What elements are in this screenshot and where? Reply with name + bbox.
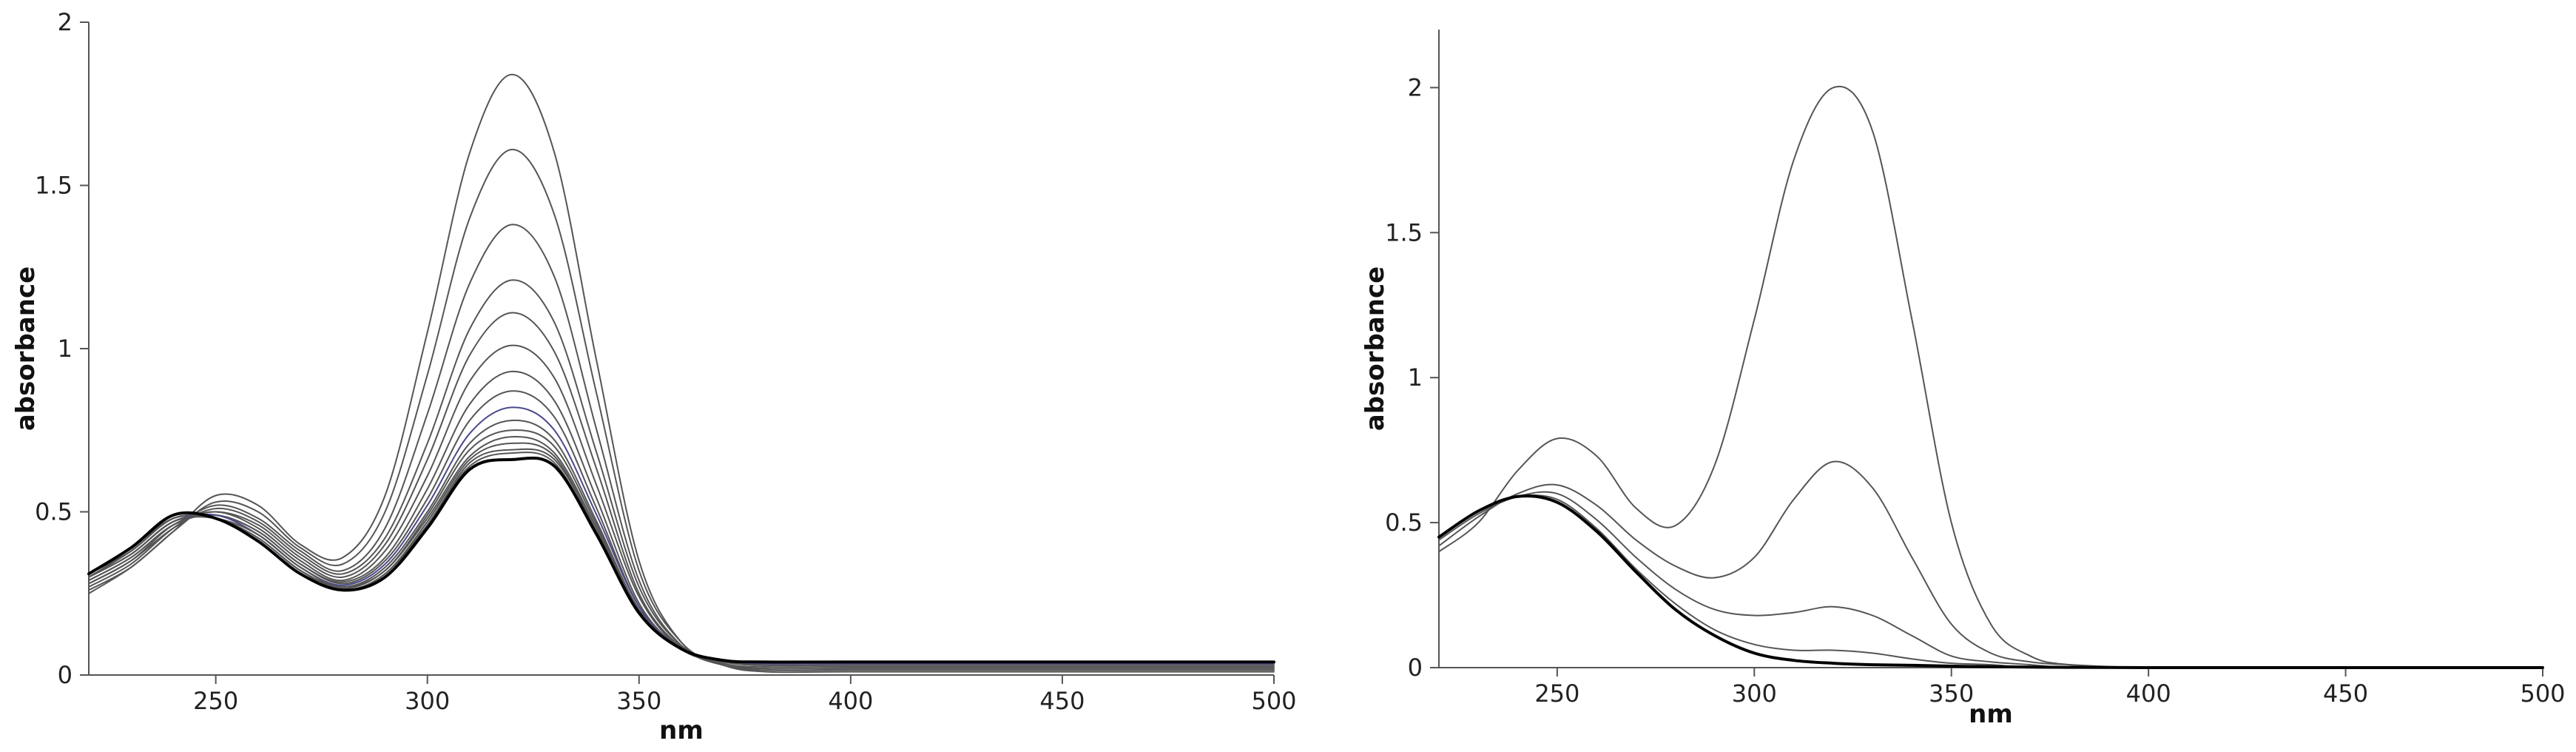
left-y-tick-label: 2 — [58, 8, 73, 36]
left-series-line — [88, 224, 1275, 670]
left-x-tick-label: 350 — [616, 687, 661, 715]
left-y-tick-label: 1 — [58, 335, 73, 363]
right-x-tick-label: 500 — [2520, 679, 2565, 708]
right-y-axis-title: absorbance — [1361, 266, 1390, 431]
right-y-tick-label: 1 — [1408, 363, 1423, 392]
right-x-tick-label: 300 — [1732, 679, 1777, 708]
left-y-axis-title: absorbance — [11, 266, 41, 431]
right-y-tick-label: 0.5 — [1385, 508, 1423, 537]
left-x-tick-label: 500 — [1251, 687, 1296, 715]
right-axis-ticks: 250 300 350 400 450 500 0 0.5 1 1.5 2 — [1385, 73, 2565, 708]
left-series-line — [88, 419, 1275, 663]
right-absorbance-chart: 250 300 350 400 450 500 0 0.5 1 1.5 2 nm absorbanc… — [1361, 30, 2566, 729]
left-series-line — [88, 442, 1275, 663]
left-x-tick-label: 400 — [828, 687, 873, 715]
left-y-tick-label: 0.5 — [35, 498, 73, 526]
left-series-line — [88, 457, 1275, 663]
right-y-tick-label: 2 — [1408, 73, 1423, 101]
left-series-line — [88, 312, 1275, 668]
right-y-tick-label: 1.5 — [1385, 218, 1423, 246]
left-x-tick-label: 450 — [1039, 687, 1085, 715]
left-series-line — [88, 448, 1275, 663]
left-series-line — [88, 435, 1275, 663]
left-y-tick-label: 1.5 — [35, 172, 73, 200]
right-x-tick-label: 400 — [2126, 679, 2171, 708]
left-absorbance-chart: 250 300 350 400 450 500 0 0.5 1 1.5 2 nm absorbanc… — [11, 8, 1297, 745]
left-series-line — [88, 406, 1275, 665]
left-x-axis-title: nm — [659, 716, 704, 745]
right-series-line — [1438, 85, 2543, 669]
left-x-tick-label: 250 — [193, 687, 238, 715]
left-axis-ticks: 250 300 350 400 450 500 0 0.5 1 1.5 2 — [35, 8, 1296, 715]
left-series-line — [88, 73, 1275, 674]
left-series-line — [87, 456, 1275, 664]
right-series-line — [1438, 494, 2543, 669]
right-x-tick-label: 250 — [1534, 679, 1579, 708]
right-x-axis-title: nm — [1969, 699, 2013, 729]
right-series-line — [1437, 494, 2544, 670]
left-series-line — [88, 279, 1275, 670]
left-series-line — [88, 344, 1275, 667]
right-x-tick-label: 350 — [1929, 679, 1974, 708]
left-series-line — [88, 451, 1275, 663]
right-series-line — [1438, 491, 2543, 669]
right-x-tick-label: 450 — [2323, 679, 2368, 708]
left-series-line — [88, 148, 1275, 671]
left-x-tick-label: 300 — [405, 687, 450, 715]
right-series-line — [1438, 460, 2543, 669]
left-series-group — [87, 73, 1275, 674]
left-y-tick-label: 0 — [58, 661, 73, 689]
right-y-tick-label: 0 — [1408, 654, 1423, 682]
right-series-group — [1437, 85, 2544, 670]
